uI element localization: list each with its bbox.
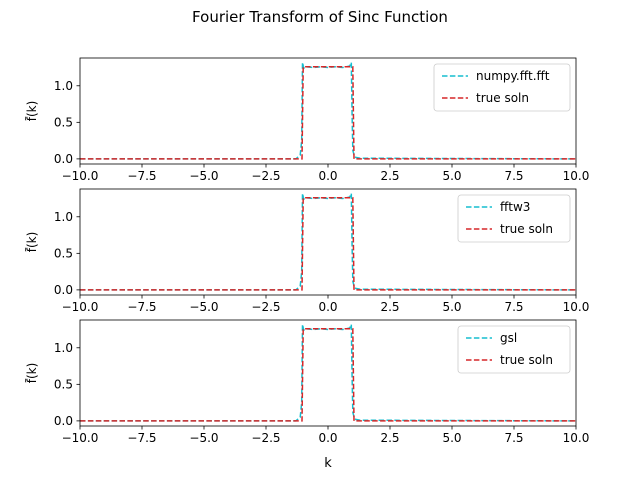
- subplot-2: f̃(k) −10.0 −7.5 −5.0 −2.5 0.0 2.5 5.0 7.5 10.0 0.…: [25, 188, 590, 314]
- y-axis-label: f̃(k): [25, 101, 39, 122]
- y-tick-label: 0.0: [54, 414, 73, 428]
- x-axis-label: k: [324, 456, 332, 471]
- x-tick-label: 0.0: [318, 431, 337, 445]
- legend-label: gsl: [500, 331, 517, 345]
- y-tick-label: 0.0: [54, 152, 73, 166]
- y-tick-label: 0.5: [54, 246, 73, 260]
- legend-label: true soln: [476, 91, 529, 105]
- series-line-true-soln: [80, 328, 576, 422]
- legend-label: true soln: [500, 353, 553, 367]
- legend-label: true soln: [500, 222, 553, 236]
- x-tick-label: −5.0: [189, 300, 218, 314]
- legend-label: numpy.fft.fft: [476, 69, 550, 83]
- figure-title: Fourier Transform of Sinc Function: [192, 8, 448, 26]
- x-tick-label: 10.0: [563, 431, 590, 445]
- y-tick-label: 1.0: [54, 341, 73, 355]
- legend-label: fftw3: [500, 200, 530, 214]
- x-tick-label: 2.5: [380, 431, 399, 445]
- x-tick-label: −5.0: [189, 431, 218, 445]
- x-tick-label: 0.0: [318, 300, 337, 314]
- x-tick-label: 7.5: [504, 169, 523, 183]
- x-tick-label: −7.5: [127, 300, 156, 314]
- x-tick-label: 7.5: [504, 300, 523, 314]
- legend: fftw3 true soln: [457, 194, 571, 243]
- x-tick-label: −7.5: [127, 169, 156, 183]
- x-tick-label: −2.5: [251, 169, 280, 183]
- series-line-true-soln: [80, 197, 576, 291]
- x-tick-label: 0.0: [318, 169, 337, 183]
- x-tick-label: −5.0: [189, 169, 218, 183]
- x-tick-label: −10.0: [62, 300, 99, 314]
- y-tick-label: 0.0: [54, 283, 73, 297]
- x-tick-label: −2.5: [251, 300, 280, 314]
- y-tick-label: 0.5: [54, 377, 73, 391]
- x-tick-label: 5.0: [442, 169, 461, 183]
- legend: numpy.fft.fft true soln: [433, 63, 571, 112]
- series-line-true-soln: [80, 66, 576, 160]
- x-tick-label: 10.0: [563, 300, 590, 314]
- x-tick-label: −2.5: [251, 431, 280, 445]
- subplot-3: f̃(k) −10.0 −7.5 −5.0 −2.5 0.0 2.5 5.0 7.5 10.0 0.…: [25, 319, 590, 445]
- x-tick-label: 2.5: [380, 169, 399, 183]
- x-tick-label: 5.0: [442, 431, 461, 445]
- y-tick-label: 1.0: [54, 210, 73, 224]
- x-tick-label: 7.5: [504, 431, 523, 445]
- y-tick-label: 1.0: [54, 79, 73, 93]
- y-axis-label: f̃(k): [25, 363, 39, 384]
- y-tick-label: 0.5: [54, 115, 73, 129]
- legend: gsl true soln: [457, 325, 571, 374]
- x-tick-label: −7.5: [127, 431, 156, 445]
- x-tick-label: 2.5: [380, 300, 399, 314]
- y-axis-label: f̃(k): [25, 232, 39, 253]
- x-tick-label: −10.0: [62, 431, 99, 445]
- x-tick-label: 5.0: [442, 300, 461, 314]
- subplot-1: f̃(k) −10.0 −7.5 −5.0 −2.5 0.0 2.5 5.0 7.5 10.0 0.…: [25, 57, 590, 183]
- x-tick-label: −10.0: [62, 169, 99, 183]
- x-tick-label: 10.0: [563, 169, 590, 183]
